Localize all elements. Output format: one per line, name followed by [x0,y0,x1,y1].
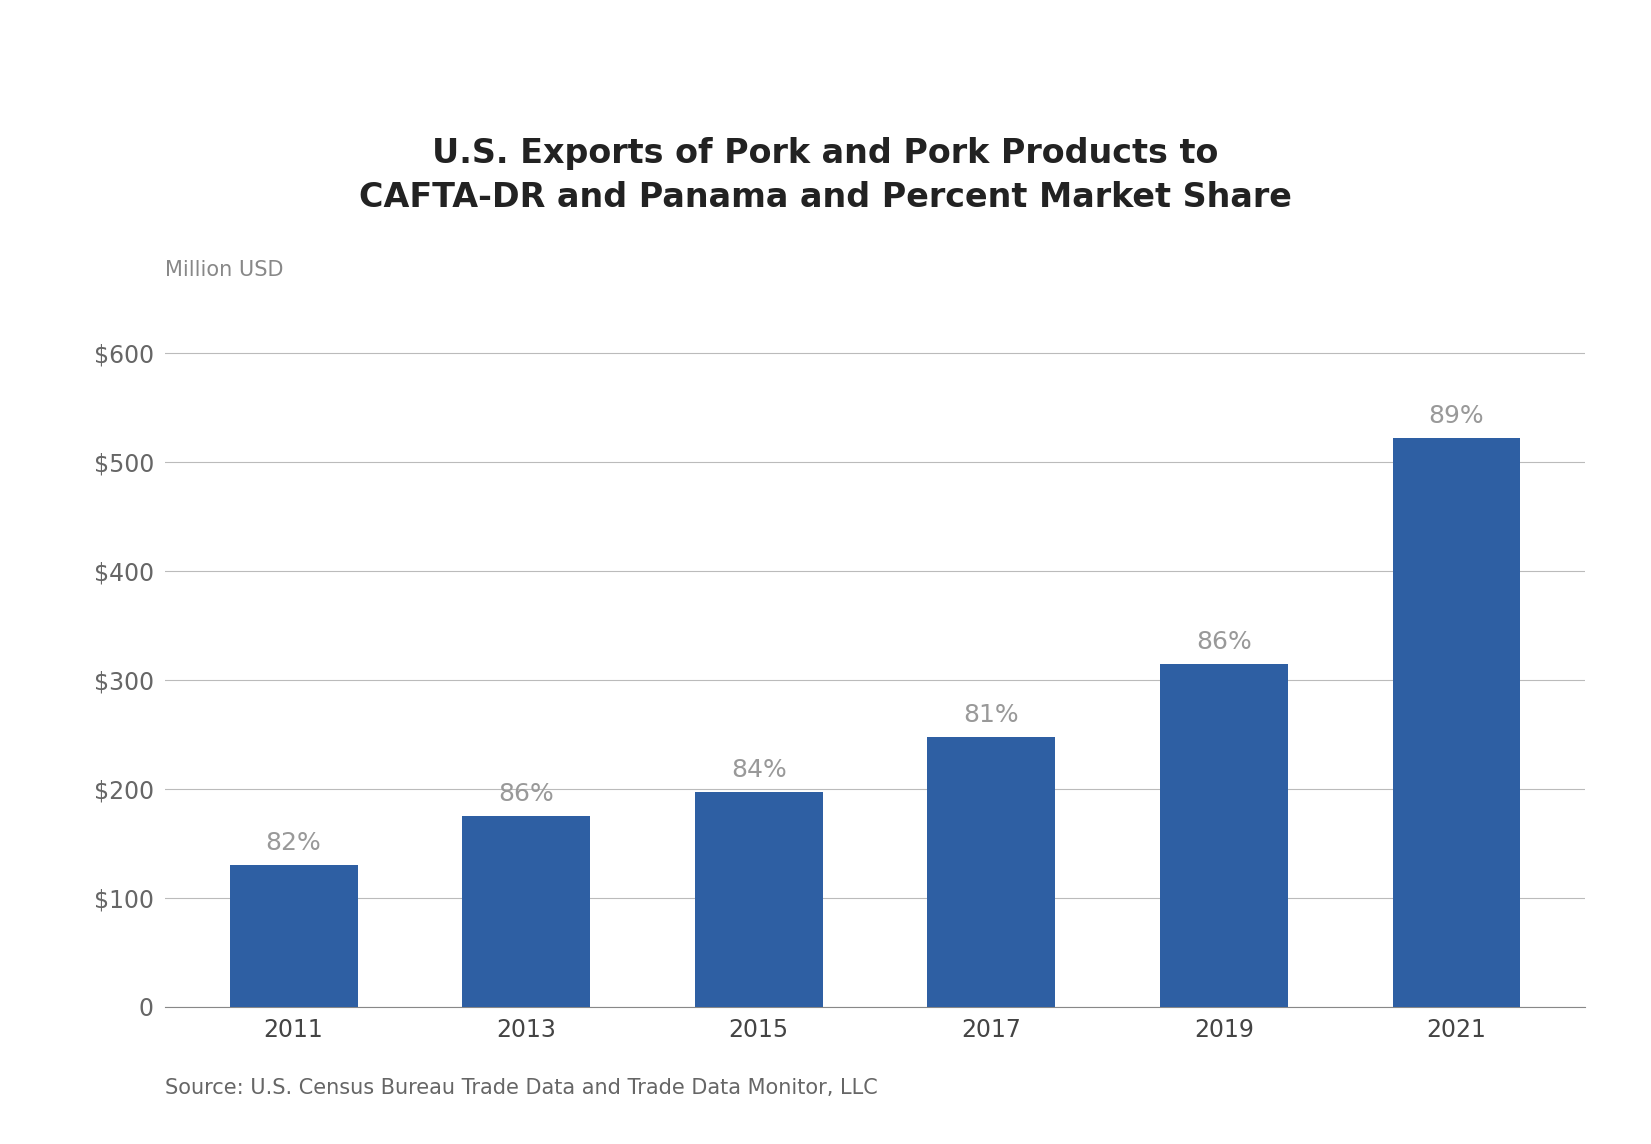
Text: 81%: 81% [964,702,1019,726]
Text: Million USD: Million USD [165,261,284,280]
Text: 82%: 82% [266,832,322,856]
Bar [928,737,1055,1007]
Text: Source: U.S. Census Bureau Trade Data and Trade Data Monitor, LLC: Source: U.S. Census Bureau Trade Data an… [165,1079,878,1098]
Text: 86%: 86% [499,782,555,807]
Bar [1392,438,1521,1007]
Bar [462,816,589,1007]
Bar [229,865,358,1007]
Text: 84%: 84% [731,758,786,782]
Text: 89%: 89% [1428,404,1484,428]
Text: 86%: 86% [1195,629,1251,653]
Bar [1161,664,1288,1007]
Text: U.S. Exports of Pork and Pork Products to
CAFTA-DR and Panama and Percent Market: U.S. Exports of Pork and Pork Products t… [358,137,1293,214]
Bar [695,792,822,1007]
